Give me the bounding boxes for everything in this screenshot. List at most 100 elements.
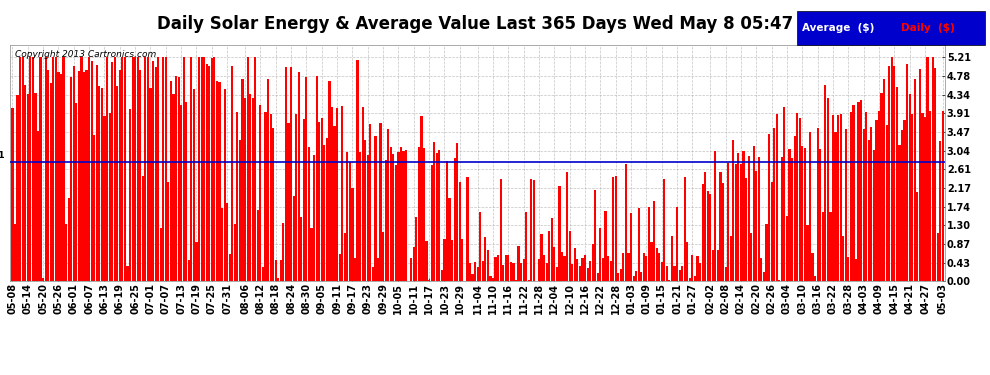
Bar xyxy=(494,257,497,281)
Bar xyxy=(413,247,415,281)
Bar xyxy=(862,129,864,281)
Bar xyxy=(259,105,261,281)
Bar xyxy=(684,177,686,281)
Bar xyxy=(224,89,226,281)
Bar xyxy=(617,273,620,281)
Bar xyxy=(653,201,655,281)
Bar xyxy=(397,152,400,281)
Bar xyxy=(566,172,568,281)
Bar xyxy=(195,242,198,281)
Bar xyxy=(308,147,310,281)
Bar xyxy=(37,131,39,281)
Bar xyxy=(149,88,151,281)
Bar xyxy=(825,85,827,281)
Bar xyxy=(290,67,292,281)
Bar xyxy=(295,114,297,281)
Bar xyxy=(757,157,760,281)
Bar xyxy=(190,57,192,281)
Bar xyxy=(403,152,405,281)
Bar xyxy=(244,98,247,281)
Bar xyxy=(568,231,571,281)
Bar xyxy=(91,61,93,281)
Bar xyxy=(694,276,696,281)
Bar xyxy=(154,66,156,281)
Bar xyxy=(382,232,384,281)
Bar xyxy=(232,66,234,281)
Bar xyxy=(114,57,116,281)
Bar xyxy=(655,248,657,281)
Bar xyxy=(544,255,545,281)
Bar xyxy=(167,183,169,281)
Bar xyxy=(336,108,339,281)
Bar xyxy=(103,116,106,281)
Bar xyxy=(426,242,428,281)
Bar xyxy=(538,259,541,281)
Bar xyxy=(405,150,407,281)
Bar xyxy=(329,81,331,281)
Bar xyxy=(878,111,880,281)
Bar xyxy=(628,253,630,281)
Bar xyxy=(54,57,57,281)
Bar xyxy=(589,261,591,281)
Bar xyxy=(806,225,809,281)
Bar xyxy=(932,57,934,281)
Bar xyxy=(555,267,558,281)
Bar xyxy=(788,149,791,281)
Bar xyxy=(896,87,898,281)
Bar xyxy=(101,88,103,281)
Bar xyxy=(219,82,221,281)
Bar xyxy=(80,57,82,281)
Bar xyxy=(827,99,829,281)
Bar xyxy=(116,86,119,281)
Bar xyxy=(867,140,870,281)
Bar xyxy=(62,57,64,281)
Bar xyxy=(35,93,37,281)
Bar xyxy=(85,70,88,281)
Bar xyxy=(446,161,448,281)
Bar xyxy=(384,160,387,281)
Bar xyxy=(78,71,80,281)
Bar xyxy=(392,154,394,281)
Bar xyxy=(633,276,635,281)
Bar xyxy=(541,234,543,281)
Bar xyxy=(348,162,350,281)
Bar xyxy=(32,57,34,281)
Bar xyxy=(791,158,793,281)
Bar xyxy=(24,85,27,281)
Bar xyxy=(641,272,643,281)
Bar xyxy=(451,240,453,281)
Bar xyxy=(722,183,724,281)
Bar xyxy=(660,262,662,281)
Bar xyxy=(122,57,124,281)
Bar xyxy=(796,113,798,281)
Bar xyxy=(594,190,596,281)
Bar xyxy=(203,57,205,281)
Bar xyxy=(638,209,640,281)
Bar xyxy=(88,57,90,281)
Bar xyxy=(689,278,691,281)
Bar xyxy=(27,94,29,281)
Bar xyxy=(870,128,872,281)
Bar xyxy=(353,258,356,281)
Bar xyxy=(14,224,16,281)
Bar xyxy=(745,178,747,281)
Bar xyxy=(226,203,229,281)
Bar xyxy=(883,80,885,281)
Bar xyxy=(645,256,647,281)
Bar xyxy=(96,64,98,281)
Bar xyxy=(436,153,438,281)
Bar xyxy=(356,60,358,281)
Bar xyxy=(663,179,665,281)
Bar xyxy=(760,258,762,281)
Bar xyxy=(702,184,704,281)
Bar xyxy=(377,258,379,281)
Bar xyxy=(842,236,844,281)
Bar xyxy=(249,94,251,281)
Bar xyxy=(57,72,59,281)
Bar xyxy=(893,66,895,281)
Bar xyxy=(510,262,512,281)
Bar xyxy=(914,79,916,281)
Bar xyxy=(817,128,819,281)
Bar xyxy=(461,238,463,281)
Bar xyxy=(93,135,95,281)
